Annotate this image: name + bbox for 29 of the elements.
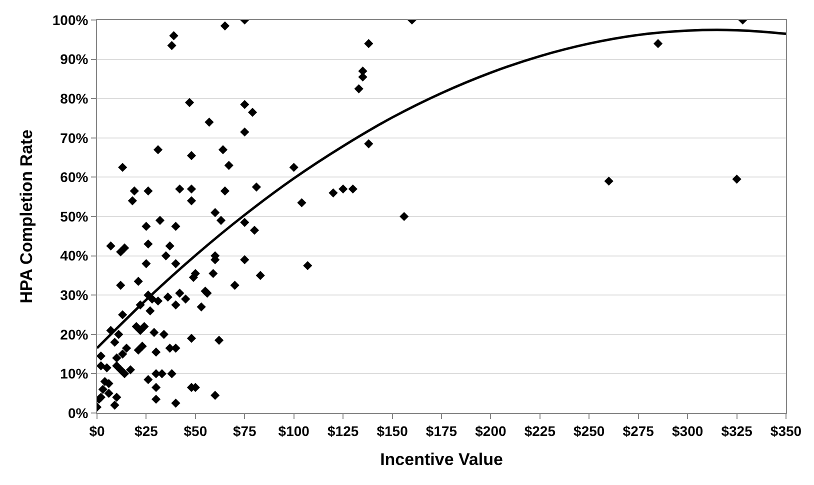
x-tick-label: $125 <box>327 422 359 439</box>
y-tick-label: 0% <box>68 404 89 421</box>
x-tick-label: $250 <box>574 422 605 439</box>
y-tick-label: 20% <box>60 326 89 342</box>
y-axis-title: HPA Completion Rate <box>16 130 36 304</box>
x-tick-label: $325 <box>721 422 753 439</box>
x-tick-label: $275 <box>622 422 654 439</box>
y-tick-label: 60% <box>60 169 89 186</box>
y-tick-label: 80% <box>60 90 89 106</box>
y-tick-label: 30% <box>60 287 89 303</box>
x-tick-label: $200 <box>475 422 506 439</box>
x-tick-label: $25 <box>134 422 158 439</box>
x-tick-label: $75 <box>232 422 257 439</box>
x-axis-title: Incentive Value <box>380 450 503 470</box>
x-tick-label: $175 <box>426 422 458 439</box>
y-tick-label: 50% <box>60 208 89 224</box>
x-tick-label: $225 <box>524 422 556 439</box>
y-tick-label: 10% <box>60 366 89 382</box>
y-tick-label: 90% <box>60 51 89 68</box>
x-tick-label: $150 <box>376 422 408 439</box>
x-tick-label: $50 <box>184 422 208 439</box>
x-tick-label: $350 <box>770 422 802 439</box>
x-tick-label: $0 <box>89 422 105 439</box>
x-tick-label: $300 <box>672 422 704 439</box>
x-tick-label: $100 <box>278 422 310 439</box>
y-tick-label: 100% <box>52 12 89 28</box>
line-series <box>97 28 786 350</box>
y-tick-label: 40% <box>60 248 89 264</box>
y-tick-label: 70% <box>60 130 89 146</box>
